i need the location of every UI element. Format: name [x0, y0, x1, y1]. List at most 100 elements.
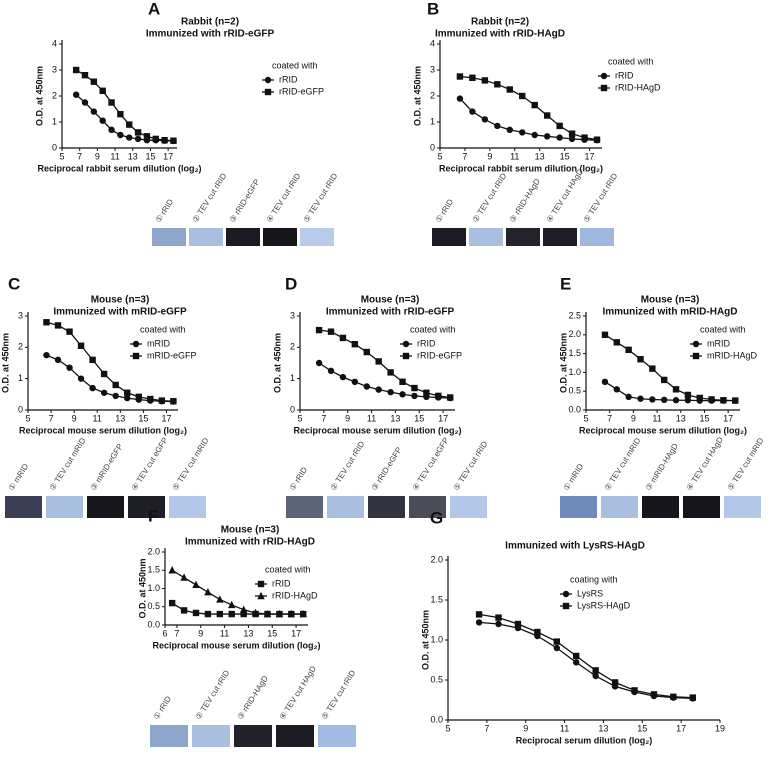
chart-subtitle: Immunized with rRID-HAgD — [435, 29, 565, 40]
marker — [435, 392, 442, 400]
panel: A Rabbit (n=2)Immunized with rRID-eGFP 0 1 2… — [34, 0, 339, 246]
x-tick-label: 9 — [487, 151, 492, 161]
marker — [531, 131, 538, 139]
x-tick-label: 9 — [345, 413, 350, 423]
marker — [543, 133, 551, 140]
marker — [99, 117, 106, 124]
y-tick-label: 2 — [430, 90, 435, 100]
marker — [456, 95, 464, 102]
legend-title: coating with — [570, 574, 618, 584]
panel-letter: F — [148, 506, 158, 525]
panel: F Mouse (n=3)Immunized with rRID-HAgD 0.0 0… — [137, 506, 357, 747]
x-tick-label: 17 — [438, 413, 448, 423]
x-tick-label: 9 — [72, 413, 77, 423]
marker — [613, 386, 620, 393]
marker — [66, 364, 73, 371]
chart-subtitle: Immunized with rRID-eGFP — [326, 307, 455, 318]
x-tick-label: 7 — [321, 413, 326, 423]
marker — [506, 86, 513, 93]
blot-lane — [543, 228, 577, 246]
marker — [672, 397, 680, 404]
panel: E Mouse (n=3)Immunized with mRID-HAgD 0.0 0… — [558, 274, 766, 518]
y-tick-label: 3 — [290, 310, 295, 320]
marker — [556, 134, 563, 141]
lane-label: ③ mRID-eGFP — [89, 442, 125, 492]
x-tick-label: 15 — [267, 628, 277, 638]
lane-label: ② TEV cut rRID — [329, 439, 367, 492]
marker — [684, 397, 692, 404]
marker — [299, 609, 307, 618]
x-tick-label: 13 — [535, 151, 545, 161]
x-tick-label: 17 — [163, 151, 173, 161]
x-tick-label: 15 — [138, 413, 148, 423]
legend-label: mRID — [707, 338, 730, 348]
marker — [637, 395, 644, 402]
marker — [351, 378, 359, 385]
y-axis-label: O.D. at 450nm — [137, 558, 147, 618]
lane-label: ⑤ TEV cut rRID — [452, 439, 490, 492]
lane-label: ⑤ TEV cut mRID — [171, 436, 211, 492]
x-tick-label: 11 — [110, 151, 119, 161]
marker — [339, 373, 347, 381]
x-tick-label: 13 — [676, 413, 686, 423]
marker — [469, 108, 476, 115]
lane-label: ① mRID — [562, 462, 586, 492]
lane-label: ⑤ TEV cut rRID — [582, 171, 620, 224]
blot-lane — [432, 228, 466, 246]
marker — [573, 659, 580, 666]
marker — [456, 73, 464, 80]
marker — [689, 694, 696, 701]
x-tick-label: 7 — [484, 723, 489, 733]
blot-lane — [300, 228, 334, 246]
marker — [387, 369, 394, 376]
chart-title: Rabbit (n=2) — [181, 17, 239, 28]
x-tick-label: 15 — [145, 151, 155, 161]
marker — [593, 136, 601, 143]
y-tick-label: 2.0 — [430, 554, 443, 564]
marker — [126, 121, 133, 128]
y-tick-label: 2.5 — [568, 310, 581, 320]
marker — [124, 394, 131, 402]
marker — [72, 66, 80, 74]
marker — [660, 396, 668, 404]
lane-label: ③ rRID-HAgD — [508, 177, 542, 224]
x-tick-label: 5 — [297, 413, 302, 423]
y-tick-label: 1 — [52, 116, 57, 126]
lane-label: ② TEV cut rRID — [194, 668, 232, 721]
marker — [54, 322, 62, 329]
marker — [519, 92, 526, 100]
lane-label: ⑤ TEV cut rRID — [302, 171, 340, 224]
legend-label: rRID — [417, 338, 436, 348]
x-tick-label: 19 — [715, 723, 725, 733]
marker — [481, 116, 489, 123]
x-tick-label: 15 — [414, 413, 424, 423]
y-axis-label: O.D. at 450nm — [420, 610, 430, 670]
legend-label: rRID — [615, 70, 634, 80]
series-line — [46, 354, 174, 403]
marker — [363, 383, 370, 390]
marker — [161, 137, 168, 144]
marker — [132, 352, 140, 360]
marker — [100, 370, 108, 378]
marker — [519, 129, 526, 136]
y-tick-label: 3 — [18, 310, 23, 320]
marker — [89, 384, 96, 392]
marker — [117, 131, 124, 139]
marker — [600, 72, 608, 80]
blot-lane — [327, 496, 364, 518]
x-tick-label: 11 — [560, 723, 569, 733]
lane-label: ④ TEV cut HAgD — [685, 435, 725, 492]
lane-label: ① rRID — [152, 694, 173, 721]
marker — [81, 99, 89, 106]
x-tick-label: 5 — [583, 413, 588, 423]
marker — [600, 84, 608, 92]
blot-lane — [469, 228, 503, 246]
marker — [720, 397, 727, 404]
marker — [126, 134, 133, 141]
lane-label: ③ rRID-eGFP — [228, 178, 262, 225]
legend-label: rRID-HAgD — [272, 590, 318, 600]
blot-lane — [580, 228, 614, 246]
marker — [90, 108, 98, 115]
marker — [216, 595, 224, 603]
y-tick-label: 0 — [430, 142, 435, 152]
